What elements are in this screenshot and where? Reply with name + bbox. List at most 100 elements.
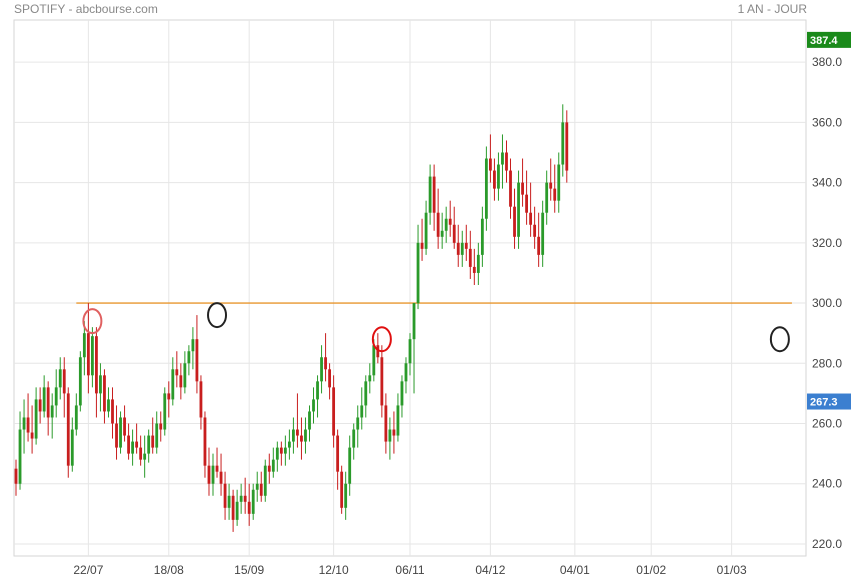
candle-body [135, 441, 139, 448]
candle-body [372, 345, 376, 376]
marker-ellipse [82, 308, 103, 335]
candle-body [255, 483, 259, 490]
x-tick-label: 04/01 [560, 563, 590, 577]
candle-body [127, 435, 130, 454]
candle-body [271, 459, 275, 472]
candle-body [86, 333, 90, 376]
candle-body [82, 333, 86, 358]
candle-body [38, 399, 42, 412]
price-badge-label: 387.4 [810, 35, 838, 47]
y-tick-label: 340.0 [812, 176, 842, 190]
candle-body [392, 429, 396, 436]
candle-body [529, 212, 533, 225]
candle-body [533, 224, 537, 237]
candle-body [561, 122, 565, 165]
candle-body [464, 242, 468, 249]
candle-body [340, 471, 344, 508]
candle-body [203, 417, 207, 466]
candle-body [553, 188, 557, 201]
candle-body [247, 501, 251, 514]
y-tick-label: 300.0 [812, 296, 842, 310]
marker-ellipse [769, 326, 790, 353]
x-tick-label: 01/03 [717, 563, 747, 577]
candle-body [223, 483, 227, 508]
candle-body [66, 393, 70, 466]
candle-body [356, 417, 360, 430]
candle-body [275, 447, 279, 460]
candle-body [525, 194, 528, 213]
candle-body [279, 447, 283, 454]
candle-body [259, 483, 263, 496]
candle-body [22, 417, 26, 430]
candle-body [444, 218, 448, 231]
candle-body [436, 212, 440, 237]
y-tick-label: 320.0 [812, 236, 842, 250]
candle-body [537, 236, 541, 255]
candle-body [476, 254, 480, 273]
candle-body [207, 465, 211, 484]
candle-body [62, 369, 66, 394]
candle-body [384, 405, 388, 442]
price-badge [807, 393, 851, 410]
candle-body [565, 122, 569, 171]
x-tick-label: 04/12 [475, 563, 505, 577]
candle-body [54, 387, 58, 406]
candle-body [368, 375, 372, 382]
candle-body [404, 363, 408, 382]
candle-body [30, 432, 34, 439]
candle-body [396, 405, 400, 436]
candle-body [497, 164, 500, 189]
candle-body [283, 447, 287, 454]
candle-body [328, 369, 332, 388]
candle-body [336, 435, 340, 472]
price-badge [807, 31, 851, 48]
candle-body [324, 357, 327, 370]
candle-body [167, 393, 171, 400]
candle-body [360, 405, 364, 418]
candle-body [139, 447, 143, 460]
candle-body [364, 381, 368, 406]
candle-body [95, 336, 98, 394]
candle-body [352, 429, 356, 448]
candle-body [14, 468, 18, 484]
candle-body [58, 369, 62, 388]
candle-body [408, 339, 412, 364]
candle-body [187, 351, 191, 364]
candle-body [488, 158, 492, 171]
y-tick-label: 260.0 [812, 417, 842, 431]
candle-body [428, 176, 432, 213]
candle-body [211, 465, 215, 484]
x-tick-label: 06/11 [395, 563, 424, 577]
candle-body [541, 212, 545, 255]
x-tick-label: 15/09 [234, 563, 264, 577]
candle-body [147, 435, 151, 454]
candle-body [468, 248, 472, 267]
candle-body [42, 387, 46, 412]
candle-body [416, 242, 420, 304]
candle-body [219, 471, 223, 484]
y-tick-label: 240.0 [812, 477, 842, 491]
candle-body [287, 441, 291, 448]
candle-body [332, 387, 336, 436]
candle-body [509, 170, 512, 207]
candle-body [501, 152, 504, 165]
candle-body [34, 399, 38, 439]
candle-body [505, 152, 508, 171]
candle-body [155, 423, 159, 448]
candle-body [380, 357, 384, 406]
candle-body [131, 441, 135, 454]
candle-body [50, 405, 54, 418]
candle-body [388, 429, 392, 442]
candle-body [517, 182, 520, 237]
candle-body [99, 375, 102, 394]
candle-body [115, 423, 118, 448]
candle-body [412, 303, 416, 340]
candle-body [163, 393, 167, 430]
y-tick-label: 380.0 [812, 55, 842, 69]
candle-body [46, 387, 50, 418]
candle-body [251, 489, 255, 514]
candle-body [292, 429, 295, 442]
candle-body [480, 218, 484, 255]
candle-body [191, 339, 195, 352]
candle-body [432, 176, 436, 213]
